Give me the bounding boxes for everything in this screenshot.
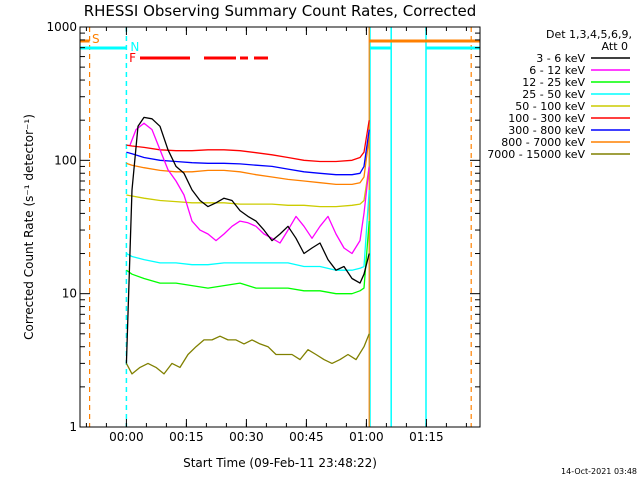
series-line [126,166,370,208]
footer-timestamp: 14-Oct-2021 03:48 [561,467,637,476]
series-line [126,221,370,295]
legend-entry-label: 3 - 6 keV [536,52,585,65]
legend-entry-label: 100 - 300 keV [508,112,585,125]
plot-frame [79,26,481,428]
legend-entry-label: 25 - 50 keV [522,88,585,101]
x-axis-label: Start Time (09-Feb-11 23:48:22) [183,456,377,470]
x-tick-label: 01:00 [349,430,384,444]
plot-area: S NF [80,27,480,427]
series-line [129,122,370,255]
legend-entry-label: 800 - 7000 keV [501,136,585,149]
x-tick-label: 00:30 [229,430,264,444]
series-line [126,136,370,186]
legend-entry-label: 7000 - 15000 keV [487,148,585,161]
night-label: N [130,40,139,54]
legend-entry-label: 50 - 100 keV [515,100,585,113]
x-tick-label: 01:15 [409,430,444,444]
flare-flag-label: F [129,51,136,65]
series-line [125,333,370,375]
legend-title-line-1: Det 1,3,4,5,6,9, [546,28,632,41]
y-axis-label: Corrected Count Rate (s⁻¹ detector⁻¹) [22,114,36,340]
y-tick-label: 10 [62,287,77,301]
legend-entry-label: 12 - 25 keV [522,76,585,89]
chart-title: RHESSI Observing Summary Count Rates, Co… [84,2,477,20]
y-tick-label: 1 [69,420,77,434]
y-tick-label: 1000 [46,20,77,34]
y-tick-label: 100 [54,153,77,167]
legend-entry-label: 300 - 800 keV [508,124,585,137]
series-line [125,116,370,364]
series-line [126,129,370,176]
saa-label: S [92,32,100,46]
x-tick-label: 00:15 [169,430,204,444]
x-tick-label: 00:45 [289,430,324,444]
legend-title-line-2: Att 0 [602,40,628,53]
x-tick-label: 00:00 [109,430,144,444]
legend-entry-label: 6 - 12 keV [529,64,585,77]
series-line [126,189,370,271]
